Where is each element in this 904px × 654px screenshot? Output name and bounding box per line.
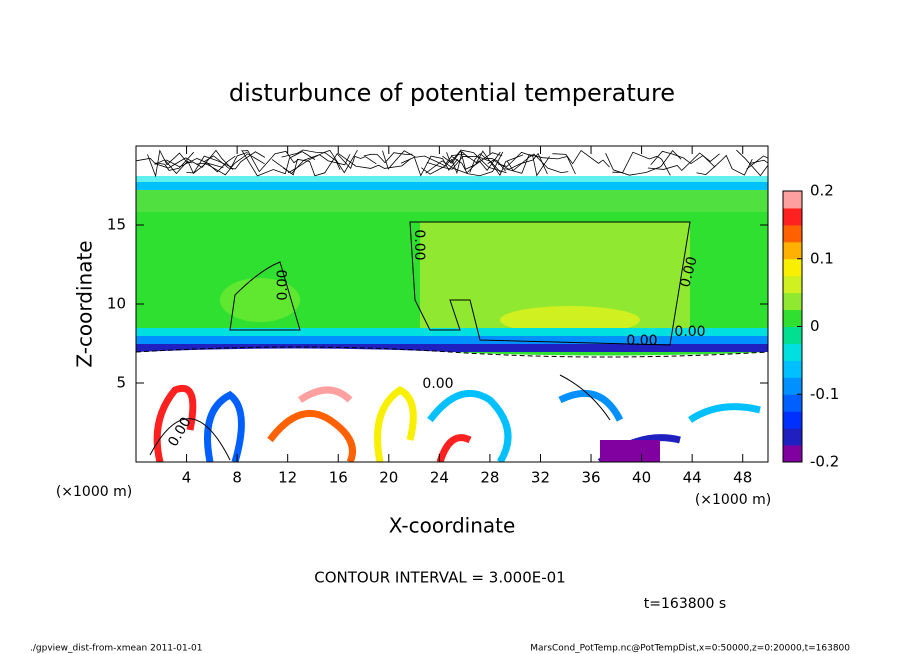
- contour-label: 0.00: [674, 324, 705, 340]
- noise-contour: [324, 153, 377, 173]
- noise-contour: [612, 151, 671, 176]
- noise-contour: [154, 149, 234, 171]
- colorbar-swatch: [783, 360, 802, 378]
- noise-contour: [552, 149, 610, 168]
- noise-contour: [242, 150, 300, 173]
- x-tick-label: 20: [379, 469, 398, 487]
- y-axis-label: Z-coordinate: [73, 240, 97, 367]
- noise-contour: [442, 149, 503, 170]
- x-unit: (×1000 m): [695, 492, 771, 508]
- noise-contour: [382, 150, 447, 170]
- noise-contour: [504, 154, 576, 175]
- contour-label: 0.00: [677, 255, 701, 289]
- x-tick-label: 12: [278, 469, 297, 487]
- noise-contour: [400, 155, 459, 177]
- y-tick-label: 10: [107, 295, 126, 313]
- x-tick-label: 24: [430, 469, 449, 487]
- colorbar-swatch: [783, 428, 802, 446]
- noise-contour: [287, 149, 358, 174]
- colorbar-swatch: [783, 343, 802, 361]
- y-unit: (×1000 m): [56, 484, 132, 500]
- colorbar-tick-label: 0.2: [810, 182, 834, 200]
- noise-contour: [426, 156, 502, 173]
- colorbar-swatch: [783, 377, 802, 395]
- noise-contour: [241, 149, 316, 177]
- x-axis-label: X-coordinate: [389, 514, 516, 538]
- noise-contour: [136, 151, 195, 171]
- noise-contour: [195, 153, 265, 176]
- y-tick-label: 5: [116, 374, 126, 392]
- contour-field: [136, 146, 768, 462]
- colorbar-tick-label: 0: [810, 317, 820, 335]
- noise-contour: [281, 149, 341, 170]
- x-tick-label: 40: [632, 469, 651, 487]
- noise-contour: [446, 149, 507, 174]
- contour-label: 0.00: [411, 229, 427, 260]
- colorbar-swatch: [783, 445, 802, 463]
- noise-contour: [147, 149, 193, 178]
- colorbar-tick-label: 0.1: [810, 249, 834, 267]
- noise-contour: [203, 151, 266, 170]
- contour-interval: CONTOUR INTERVAL = 3.000E-01: [314, 569, 565, 587]
- noise-contour: [696, 154, 753, 176]
- colorbar-swatch: [783, 326, 802, 344]
- noise-contour: [487, 152, 548, 175]
- noise-contour: [425, 151, 504, 177]
- colorbar-swatch: [783, 258, 802, 277]
- x-tick-label: 16: [329, 469, 348, 487]
- colorbar-swatch: [783, 411, 802, 429]
- x-tick-label: 32: [531, 469, 550, 487]
- noise-contour: [750, 159, 768, 164]
- colorbar-swatch: [783, 394, 802, 412]
- x-tick-label: 36: [581, 469, 600, 487]
- noise-contour: [338, 153, 411, 169]
- colorbar-swatch: [783, 191, 802, 209]
- contour-label: 0.00: [422, 376, 453, 392]
- x-tick-label: 8: [232, 469, 242, 487]
- colorbar-tick-label: -0.1: [810, 385, 839, 403]
- colorbar-swatch: [783, 224, 802, 243]
- colorbar-tick-label: -0.2: [810, 453, 839, 471]
- time-label: t=163800 s: [644, 596, 726, 612]
- noise-contour: [736, 149, 768, 177]
- footer-right: MarsCond_PotTemp.nc@PotTempDist,x=0:5000…: [530, 644, 850, 654]
- x-tick-label: 4: [182, 469, 192, 487]
- contour-label: 0.00: [626, 333, 657, 349]
- x-tick-label: 28: [480, 469, 499, 487]
- footer-left: ./gpview_dist-from-xmean 2011-01-01: [30, 644, 202, 654]
- noise-contour: [445, 151, 501, 174]
- noise-contour: [746, 155, 768, 170]
- colorbar-swatch: [783, 241, 802, 260]
- noise-contour: [647, 152, 720, 172]
- x-tick-label: 48: [733, 469, 752, 487]
- contour-label: 0.00: [275, 269, 291, 300]
- chart-title: disturbunce of potential temperature: [229, 79, 675, 107]
- noise-contour: [469, 153, 506, 173]
- noise-contour: [363, 152, 413, 164]
- y-tick-label: 15: [107, 216, 126, 234]
- noise-contour: [421, 151, 469, 175]
- colorbar-swatch: [783, 292, 802, 311]
- colorbar-swatch: [783, 275, 802, 294]
- noise-contour: [497, 151, 550, 177]
- noise-contour: [605, 150, 682, 176]
- colorbar-swatch: [783, 207, 802, 226]
- colorbar-swatch: [783, 309, 802, 327]
- x-tick-label: 44: [683, 469, 702, 487]
